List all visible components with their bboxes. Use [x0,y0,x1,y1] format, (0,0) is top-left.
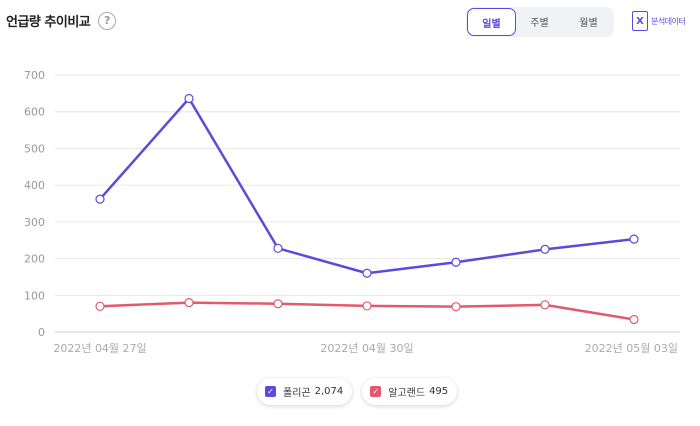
period-tabs: 일별 주별 월별 [466,7,614,37]
title-row: 언급량 추이비교 ? [6,11,117,30]
data-point [451,257,461,267]
series-line [99,97,635,275]
legend-label: 알고랜드 [388,388,426,399]
page-title: 언급량 추이비교 [6,15,91,30]
data-point [540,300,550,310]
y-tick-label: 100 [24,289,45,302]
y-tick-label: 400 [24,179,45,192]
y-tick-label: 600 [24,106,45,119]
line-chart: 0 100 200 300 400 500 600 700 2022년 04월 27일 2022년… [24,69,680,355]
y-tick-label: 0 [38,326,45,339]
data-point [184,93,194,104]
data-point [362,268,372,278]
x-tick-label: 2022년 04월 30일 [320,341,413,355]
data-point [95,194,105,204]
data-point [451,302,461,312]
legend-label: 폴리곤 [283,388,311,399]
help-icon[interactable]: ? [98,11,117,30]
data-point [362,301,372,311]
tab-daily[interactable]: 일별 [467,8,516,36]
x-tick-label: 2022년 05월 03일 [585,341,678,355]
checkbox-checked-icon[interactable]: ✓ [265,386,276,397]
data-point [629,234,639,244]
analysis-data-button[interactable]: X 분석데이터 [632,11,686,31]
tab-weekly[interactable]: 주별 [530,17,549,29]
data-point [540,244,550,254]
y-tick-label: 300 [24,216,45,229]
legend-item-algorand[interactable]: ✓ 알고랜드 495 [362,378,458,405]
excel-icon: X [632,11,648,31]
y-tick-label: 200 [24,253,45,266]
checkbox-checked-icon[interactable]: ✓ [370,386,382,397]
analysis-data-label: 분석데이터 [651,16,686,26]
x-tick-label: 2022년 04월 27일 [53,341,146,355]
y-tick-label: 500 [24,142,45,155]
legend-item-polygon[interactable]: ✓ 폴리곤 2,074 [257,378,353,405]
data-point [629,314,639,325]
data-point [273,243,283,253]
tab-monthly[interactable]: 월별 [579,17,598,29]
y-tick-label: 700 [24,69,45,82]
legend-total: 2,074 [314,386,344,397]
data-point [273,299,283,309]
data-point [95,301,105,311]
data-point [184,298,194,308]
legend-total: 495 [429,386,449,397]
chart-legend: ✓ 폴리곤 2,074 ✓ 알고랜드 495 [257,378,458,405]
